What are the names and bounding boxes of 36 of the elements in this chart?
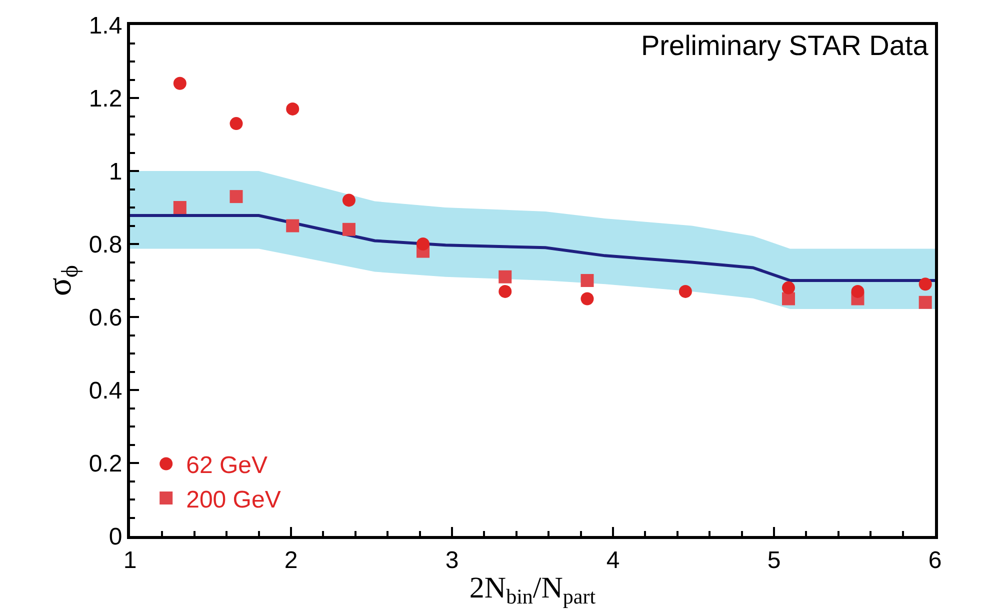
y-tick-label: 0.6 — [88, 304, 122, 332]
point — [342, 222, 356, 236]
point — [580, 292, 594, 306]
y-tick-label: 0.4 — [88, 377, 122, 404]
legend-label: 62 GeV — [186, 452, 268, 480]
point — [782, 292, 795, 306]
point — [286, 102, 300, 116]
x-tick-label: 3 — [445, 546, 459, 574]
point — [173, 76, 186, 90]
point — [342, 194, 356, 207]
point — [851, 284, 864, 298]
x-axis-title: 2N$_{bin}$/N$_{part}$ — [469, 571, 596, 609]
x-tick-label: 2 — [284, 546, 298, 574]
y-tick-label: 1 — [108, 158, 122, 186]
y-tick-label: 1.2 — [88, 85, 122, 112]
point — [230, 117, 243, 130]
x-tick-label: 5 — [767, 546, 781, 574]
point — [498, 284, 512, 298]
x-tick-label: 6 — [928, 546, 942, 574]
point — [580, 274, 594, 287]
y-tick-label: 1.4 — [88, 12, 122, 40]
point — [230, 190, 243, 204]
point — [498, 270, 512, 284]
y-tick-label: 0.8 — [88, 231, 122, 258]
y-tick-label: 0 — [108, 523, 122, 550]
point — [173, 201, 186, 214]
point — [678, 284, 692, 298]
point — [416, 238, 430, 250]
point — [918, 278, 932, 291]
point — [286, 219, 300, 232]
y-tick-label: 0.2 — [88, 450, 122, 478]
point — [918, 296, 932, 309]
legend-label: 200 GeV — [186, 486, 281, 514]
x-tick-label: 4 — [606, 546, 620, 574]
point — [782, 281, 795, 294]
annotation: Preliminary STAR Data — [641, 30, 929, 61]
